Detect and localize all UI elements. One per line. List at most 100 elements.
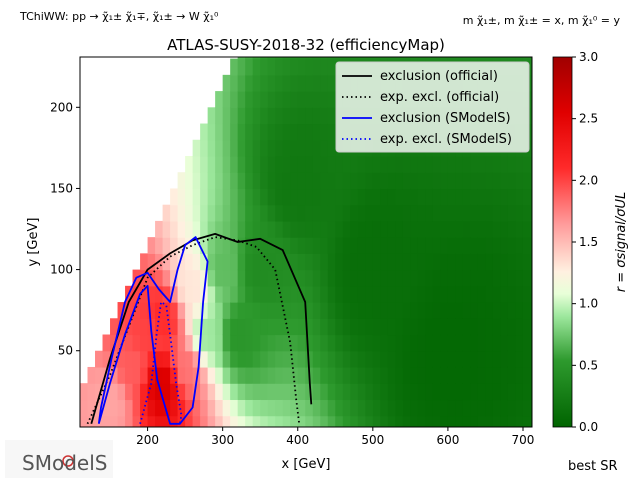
heatmap-cell (432, 172, 441, 190)
heatmap-cell (432, 302, 441, 319)
heatmap-cell (380, 220, 389, 238)
heatmap-cell (455, 237, 464, 254)
heatmap-cell (477, 302, 487, 319)
heatmap-cell (87, 383, 96, 401)
heatmap-cell (222, 285, 231, 303)
heatmap-cell (185, 237, 194, 254)
heatmap-cell (267, 74, 276, 92)
heatmap-cell (372, 350, 381, 368)
heatmap-cell (402, 415, 411, 427)
heatmap-cell (140, 253, 149, 271)
heatmap-cell (500, 366, 509, 384)
heatmap-cell (515, 220, 524, 238)
heatmap-cell (162, 399, 171, 417)
heatmap-cell (192, 334, 201, 352)
heatmap-cell (215, 188, 224, 206)
heatmap-cell (185, 302, 194, 319)
heatmap-cell (252, 107, 261, 125)
heatmap-cell (365, 237, 374, 254)
heatmap-cell (162, 285, 171, 303)
heatmap-cell (252, 237, 261, 254)
heatmap-cell (312, 334, 321, 352)
heatmap-cell (477, 237, 487, 254)
heatmap-cell (485, 318, 494, 336)
heatmap-cell (267, 334, 276, 352)
heatmap-cell (440, 188, 449, 206)
heatmap-cell (455, 383, 464, 401)
heatmap-cell (485, 172, 494, 190)
heatmap-cell (185, 285, 194, 303)
heatmap-cell (515, 302, 524, 319)
x-tick-label: 400 (286, 433, 309, 447)
heatmap-cell (282, 155, 291, 173)
colorbar-tick-label: 1.0 (579, 297, 598, 311)
heatmap-cell (267, 220, 276, 238)
heatmap-cell (395, 415, 404, 427)
heatmap-cell (440, 399, 449, 417)
heatmap-cell (245, 366, 254, 384)
heatmap-cell (515, 188, 524, 206)
heatmap-cell (192, 237, 201, 254)
heatmap-cell (207, 285, 216, 303)
heatmap-cell (185, 399, 194, 417)
heatmap-cell (215, 91, 224, 108)
heatmap-cell (470, 220, 479, 238)
heatmap-cell (297, 172, 306, 190)
heatmap-cell (327, 57, 336, 60)
heatmap-cell (380, 172, 389, 190)
heatmap-cell (132, 285, 141, 303)
colorbar-tick-label: 0.0 (579, 420, 598, 434)
heatmap-cell (455, 155, 464, 173)
heatmap-cell (267, 302, 276, 319)
heatmap-cell (87, 415, 96, 427)
heatmap-cell (455, 399, 464, 417)
heatmap-cell (290, 318, 299, 336)
heatmap-cell (312, 123, 321, 141)
heatmap-cell (185, 172, 194, 190)
heatmap-cell (312, 366, 321, 384)
heatmap-cell (342, 285, 351, 303)
y-tick-label: 50 (58, 344, 73, 358)
heatmap-cell (500, 285, 509, 303)
heatmap-cell (252, 155, 261, 173)
heatmap-cell (417, 415, 426, 427)
heatmap-cell (312, 302, 321, 319)
heatmap-cell (252, 383, 261, 401)
heatmap-cell (395, 204, 404, 222)
heatmap-cell (410, 57, 419, 60)
heatmap-cell (350, 57, 359, 60)
heatmap-cell (530, 237, 532, 254)
heatmap-cell (245, 350, 254, 368)
heatmap-cell (470, 285, 479, 303)
heatmap-cell (207, 253, 216, 271)
heatmap-cell (372, 172, 381, 190)
heatmap-cell (410, 399, 419, 417)
heatmap-cell (410, 366, 419, 384)
heatmap-cell (305, 155, 314, 173)
heatmap-cell (125, 350, 134, 368)
heatmap-cell (260, 58, 269, 76)
heatmap-cell (245, 253, 254, 271)
heatmap-cell (215, 383, 224, 401)
heatmap-cell (530, 107, 532, 125)
heatmap-cell (470, 366, 479, 384)
heatmap-cell (492, 334, 502, 352)
heatmap-cell (267, 383, 276, 401)
heatmap-cell (462, 366, 472, 384)
heatmap-cell (500, 204, 509, 222)
heatmap-cell (200, 155, 209, 173)
heatmap-cell (87, 366, 96, 384)
heatmap-cell (155, 399, 164, 417)
heatmap-cell (432, 399, 441, 417)
heatmap-cell (320, 123, 329, 141)
heatmap-cell (200, 415, 209, 427)
heatmap-cell (320, 399, 329, 417)
heatmap-cell (305, 204, 314, 222)
heatmap-cell (305, 188, 314, 206)
heatmap-cell (477, 415, 487, 427)
heatmap-cell (207, 383, 216, 401)
heatmap-cell (267, 285, 276, 303)
heatmap-cell (530, 74, 532, 92)
heatmap-cell (162, 204, 171, 222)
heatmap-cell (447, 334, 457, 352)
